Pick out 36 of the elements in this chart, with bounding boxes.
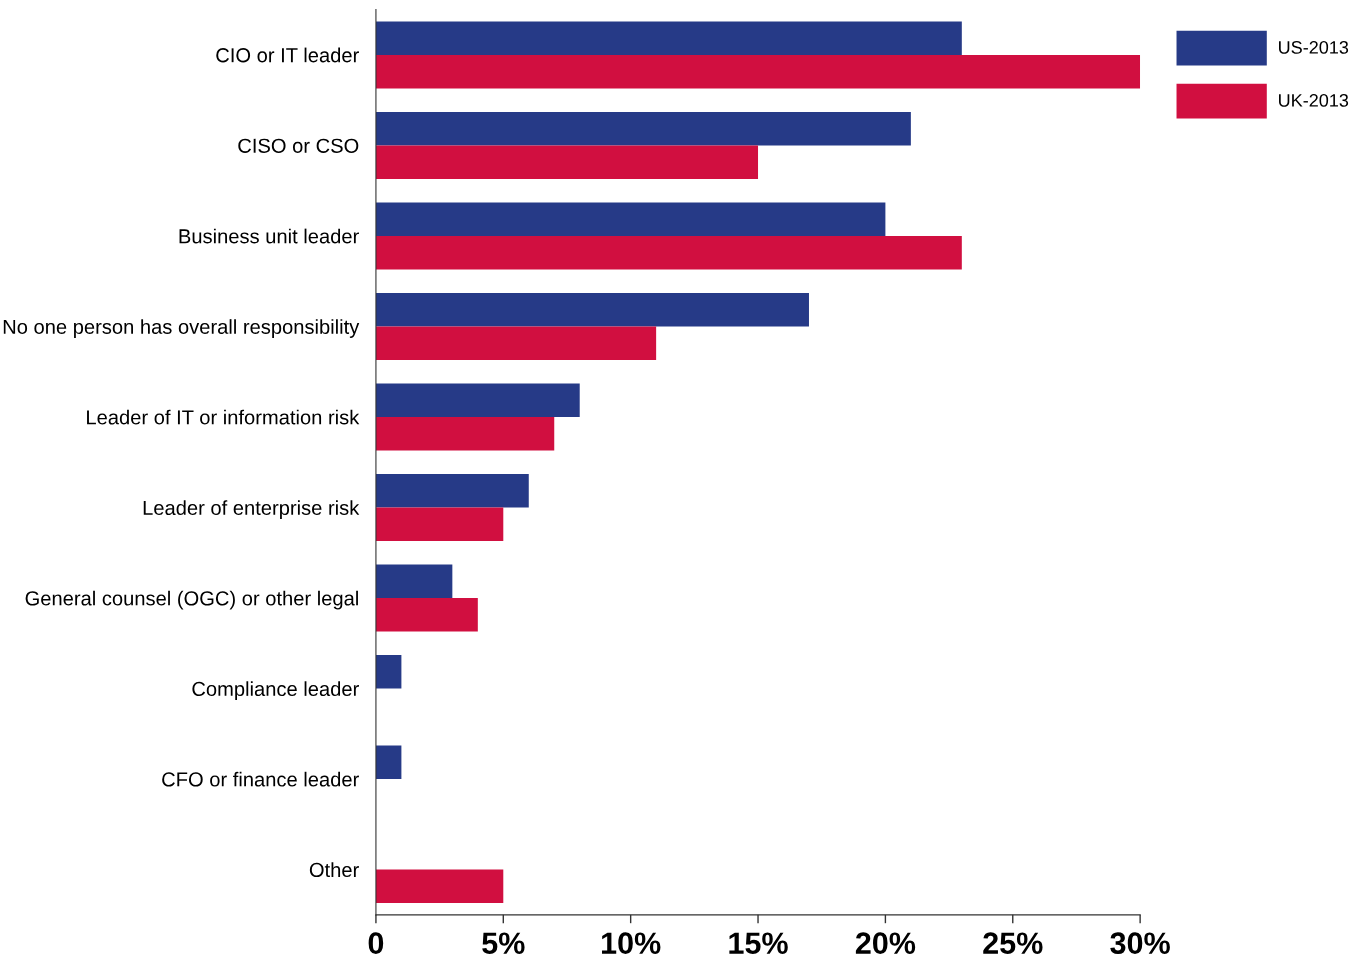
y-tick-label: CIO or IT leader <box>216 47 359 63</box>
bar <box>375 564 453 599</box>
y-tick-label: Business unit leader <box>179 228 359 244</box>
y-tick-label: CFO or finance leader <box>162 771 359 787</box>
y-tick-label: Compliance leader <box>192 681 359 701</box>
y-tick-label: General counsel (OGC) or other legal <box>25 590 358 610</box>
bar <box>375 869 504 904</box>
x-tick-label: 30% <box>1110 932 1170 955</box>
x-tick-label: 15% <box>729 932 788 954</box>
legend-label: UK-2013 <box>1279 94 1349 107</box>
bar <box>375 292 809 327</box>
y-tick-label: No one person has overall responsibility <box>3 319 360 338</box>
y-tick-label: Leader of IT or information risk <box>87 409 360 425</box>
y-tick-label: Other <box>309 862 359 878</box>
x-tick-label: 20% <box>855 932 916 954</box>
bar <box>375 235 962 270</box>
bar <box>375 745 402 780</box>
bar <box>375 54 1141 89</box>
x-tick-label: 5% <box>482 932 525 954</box>
bar <box>375 655 402 689</box>
x-tick-label: 10% <box>602 932 661 954</box>
bar <box>375 507 504 541</box>
y-tick-label: CISO or CSO <box>238 138 359 153</box>
bar <box>375 598 478 632</box>
x-tick-label: 0 <box>368 932 384 954</box>
bar <box>375 416 555 451</box>
bar <box>375 111 911 146</box>
bar <box>375 145 759 179</box>
bar <box>375 383 580 417</box>
x-tick-label: 25% <box>983 932 1043 954</box>
bar <box>375 326 657 360</box>
bar <box>375 202 886 236</box>
bar <box>375 21 962 55</box>
legend-label: US-2013 <box>1279 41 1349 54</box>
y-tick-label: Leader of enterprise risk <box>143 500 360 519</box>
bar <box>375 474 529 508</box>
